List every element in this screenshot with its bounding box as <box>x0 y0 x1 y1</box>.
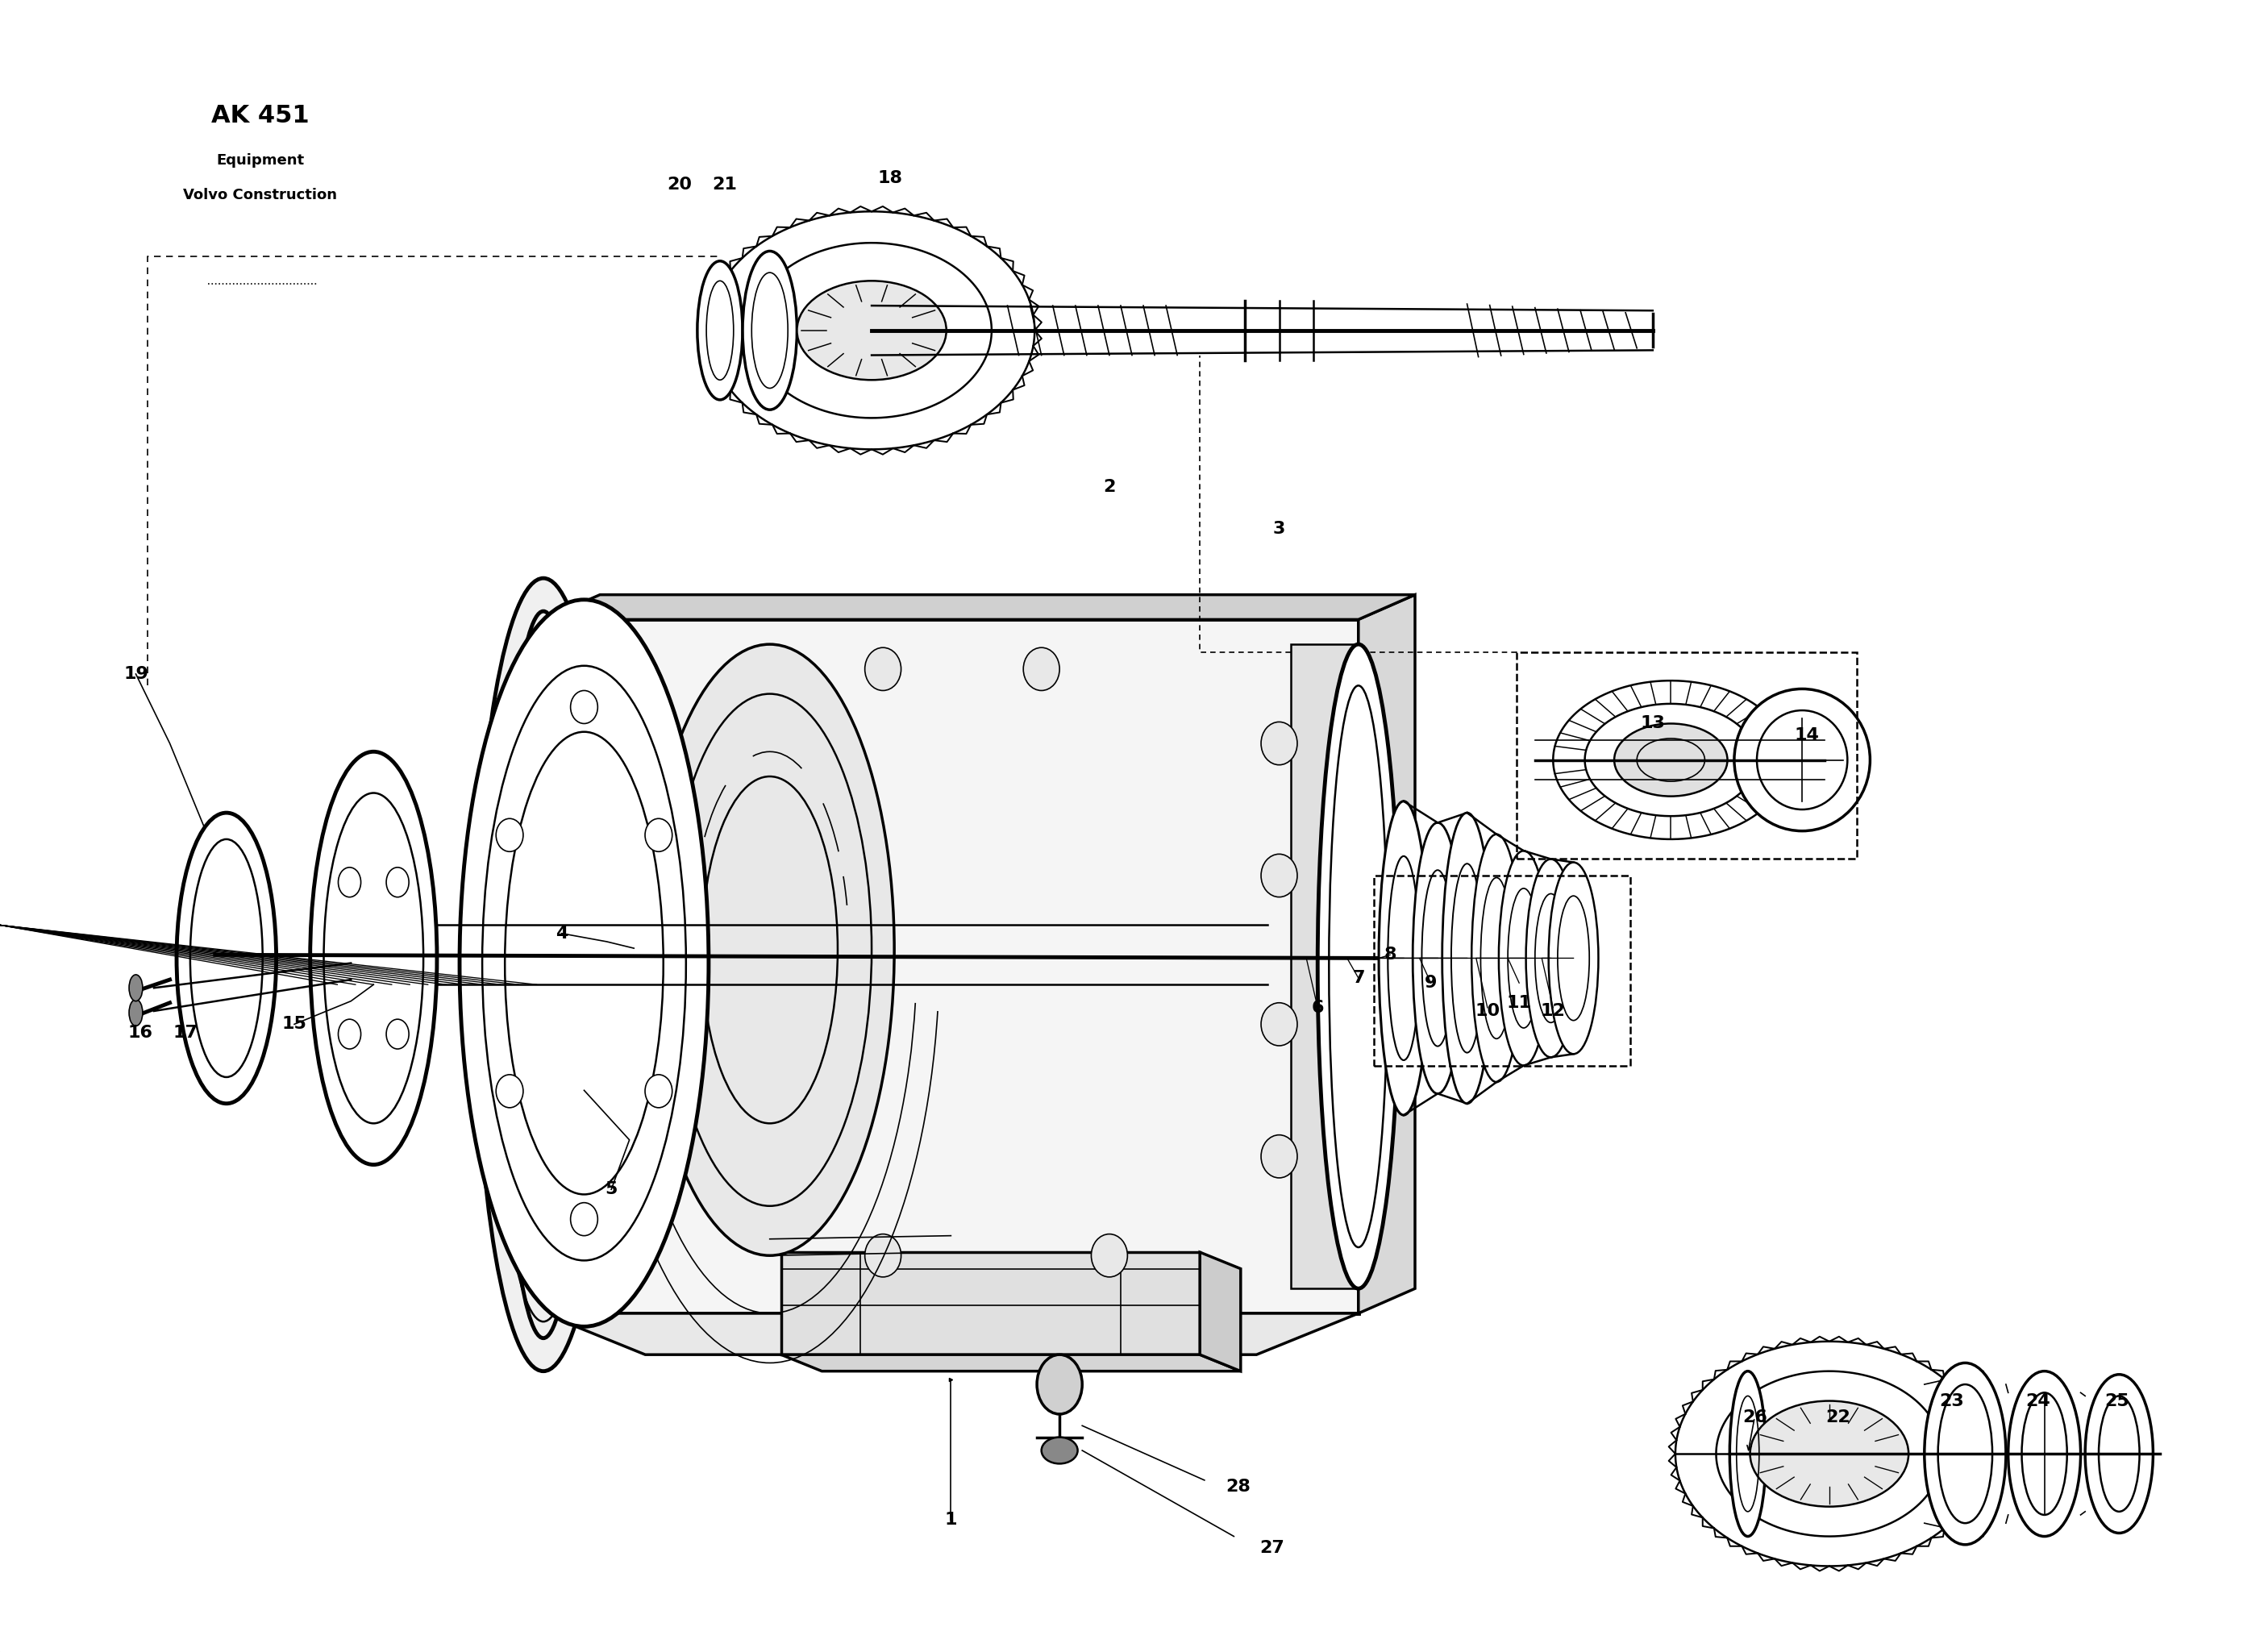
Ellipse shape <box>571 691 598 724</box>
Ellipse shape <box>387 867 410 897</box>
Text: 8: 8 <box>1383 947 1397 963</box>
Text: 17: 17 <box>172 1024 199 1041</box>
Ellipse shape <box>496 819 523 852</box>
Ellipse shape <box>1379 801 1429 1115</box>
Ellipse shape <box>797 281 946 380</box>
Polygon shape <box>543 595 1415 620</box>
Text: 4: 4 <box>555 925 568 942</box>
Text: 10: 10 <box>1474 1003 1501 1019</box>
Ellipse shape <box>697 261 743 400</box>
Ellipse shape <box>310 752 437 1165</box>
Ellipse shape <box>1318 644 1399 1289</box>
Ellipse shape <box>1734 689 1870 831</box>
Ellipse shape <box>1526 859 1576 1057</box>
Ellipse shape <box>337 1019 360 1049</box>
Ellipse shape <box>645 818 672 852</box>
Ellipse shape <box>1413 823 1463 1094</box>
Ellipse shape <box>865 648 901 691</box>
Text: 13: 13 <box>1641 715 1664 732</box>
Ellipse shape <box>1750 1401 1909 1507</box>
Ellipse shape <box>1442 813 1492 1104</box>
Text: 27: 27 <box>1261 1540 1284 1556</box>
Text: 3: 3 <box>1272 520 1286 537</box>
Text: 20: 20 <box>666 177 693 193</box>
Ellipse shape <box>743 251 797 410</box>
Text: AK 451: AK 451 <box>211 104 310 127</box>
Ellipse shape <box>1549 862 1598 1054</box>
Ellipse shape <box>1261 722 1297 765</box>
Text: 23: 23 <box>1940 1393 1963 1409</box>
Ellipse shape <box>865 1234 901 1277</box>
Text: 15: 15 <box>283 1016 306 1032</box>
Text: 28: 28 <box>1227 1479 1250 1495</box>
Ellipse shape <box>1472 834 1521 1082</box>
Bar <box>1517 653 1856 859</box>
Text: 2: 2 <box>1103 479 1116 496</box>
Polygon shape <box>1200 1252 1241 1371</box>
Ellipse shape <box>129 975 143 1001</box>
Text: 24: 24 <box>2026 1393 2049 1409</box>
Ellipse shape <box>1261 854 1297 897</box>
Text: 18: 18 <box>876 170 903 187</box>
Ellipse shape <box>387 1019 410 1049</box>
Ellipse shape <box>129 999 143 1026</box>
Ellipse shape <box>1261 1135 1297 1178</box>
Text: 21: 21 <box>713 177 736 193</box>
Ellipse shape <box>1730 1371 1766 1536</box>
Ellipse shape <box>1041 1437 1078 1464</box>
Text: 16: 16 <box>127 1024 154 1041</box>
Polygon shape <box>781 1355 1241 1371</box>
Ellipse shape <box>1614 724 1727 796</box>
Polygon shape <box>543 620 1358 1313</box>
Ellipse shape <box>1091 1234 1127 1277</box>
Ellipse shape <box>2085 1374 2153 1533</box>
Ellipse shape <box>475 578 611 1371</box>
Text: 12: 12 <box>1542 1003 1564 1019</box>
Text: 9: 9 <box>1424 975 1438 991</box>
Ellipse shape <box>2008 1371 2081 1536</box>
Ellipse shape <box>1261 1003 1297 1046</box>
Text: 11: 11 <box>1506 995 1533 1011</box>
Text: 26: 26 <box>1743 1409 1766 1426</box>
Text: 7: 7 <box>1352 970 1365 986</box>
Ellipse shape <box>1499 851 1549 1066</box>
Text: 25: 25 <box>2106 1393 2128 1409</box>
Text: 6: 6 <box>1311 999 1324 1016</box>
Ellipse shape <box>1037 1355 1082 1414</box>
Text: 14: 14 <box>1795 727 1818 743</box>
Ellipse shape <box>503 611 584 1338</box>
Text: 1: 1 <box>944 1512 958 1528</box>
Text: Equipment: Equipment <box>217 154 303 167</box>
Polygon shape <box>1358 595 1415 1313</box>
Bar <box>1374 876 1630 1066</box>
Text: 22: 22 <box>1827 1409 1850 1426</box>
Polygon shape <box>543 1313 1358 1355</box>
Text: Volvo Construction: Volvo Construction <box>183 188 337 202</box>
Ellipse shape <box>571 1203 598 1236</box>
Ellipse shape <box>1023 648 1060 691</box>
Text: 19: 19 <box>125 666 147 682</box>
Polygon shape <box>1290 644 1358 1289</box>
Ellipse shape <box>1924 1363 2006 1545</box>
Text: 5: 5 <box>604 1181 618 1198</box>
Ellipse shape <box>496 1075 523 1107</box>
Polygon shape <box>781 1252 1200 1355</box>
Ellipse shape <box>645 1075 672 1107</box>
Ellipse shape <box>645 644 894 1256</box>
Ellipse shape <box>460 600 709 1327</box>
Ellipse shape <box>337 867 360 897</box>
